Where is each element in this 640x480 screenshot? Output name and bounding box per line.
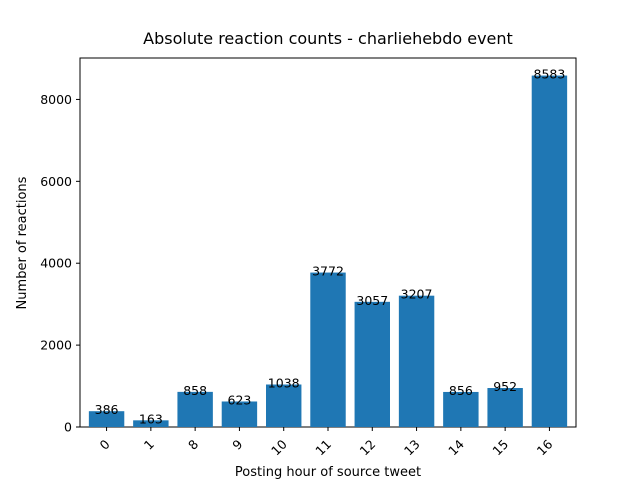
bar-11 [310,272,346,427]
y-tick-label-2000: 2000 [40,338,72,353]
bar-value-label-15: 952 [493,379,517,394]
bar-9 [221,401,258,427]
y-tick-label-0: 0 [64,420,72,435]
bar-value-label-14: 856 [449,383,473,398]
bar-12 [354,301,390,427]
x-tick-label-13: 13 [401,437,423,459]
x-axis-ticks: 0 1 8 9 10 11 12 13 14 15 16 [96,427,556,459]
x-tick-label-11: 11 [312,437,334,459]
x-tick-label-12: 12 [357,437,379,459]
bar-value-label-12: 3057 [356,293,388,308]
bar-labels-group: 386 163 858 623 1038 3772 3057 3207 856 952 8583 [95,67,566,427]
y-axis-label: Number of reactions [15,176,30,309]
y-axis-ticks: 0 2000 4000 6000 8000 [40,92,80,435]
bar-value-label-9: 623 [228,392,252,407]
bar-0 [88,411,125,427]
bar-value-label-8: 858 [183,383,207,398]
y-tick-label-4000: 4000 [40,256,72,271]
x-axis-label: Posting hour of source tweet [235,465,421,480]
bar-value-label-13: 3207 [401,287,433,302]
y-tick-label-6000: 6000 [40,174,72,189]
bar-value-label-0: 386 [95,402,119,417]
x-tick-label-14: 14 [445,436,467,458]
bars-group [88,75,568,427]
y-tick-label-8000: 8000 [40,92,72,107]
bar-value-label-1: 163 [139,411,163,426]
bar-14 [443,391,479,427]
x-tick-label-16: 16 [534,436,556,458]
chart-title: Absolute reaction counts - charliehebdo … [143,29,513,48]
bar-1 [133,420,169,427]
x-tick-label-10: 10 [268,436,290,458]
bar-value-label-11: 3772 [312,264,344,279]
bar-15 [487,388,523,427]
x-tick-label-0: 0 [96,436,112,452]
bar-13 [398,295,435,427]
x-tick-label-1: 1 [141,437,157,453]
x-tick-label-15: 15 [489,437,511,459]
bar-16 [531,75,568,427]
bar-8 [177,391,213,427]
bar-value-label-10: 1038 [268,376,300,391]
bar-10 [266,384,302,427]
x-tick-label-8: 8 [185,436,201,452]
x-tick-label-9: 9 [229,436,245,452]
bar-value-label-16: 8583 [534,67,566,82]
